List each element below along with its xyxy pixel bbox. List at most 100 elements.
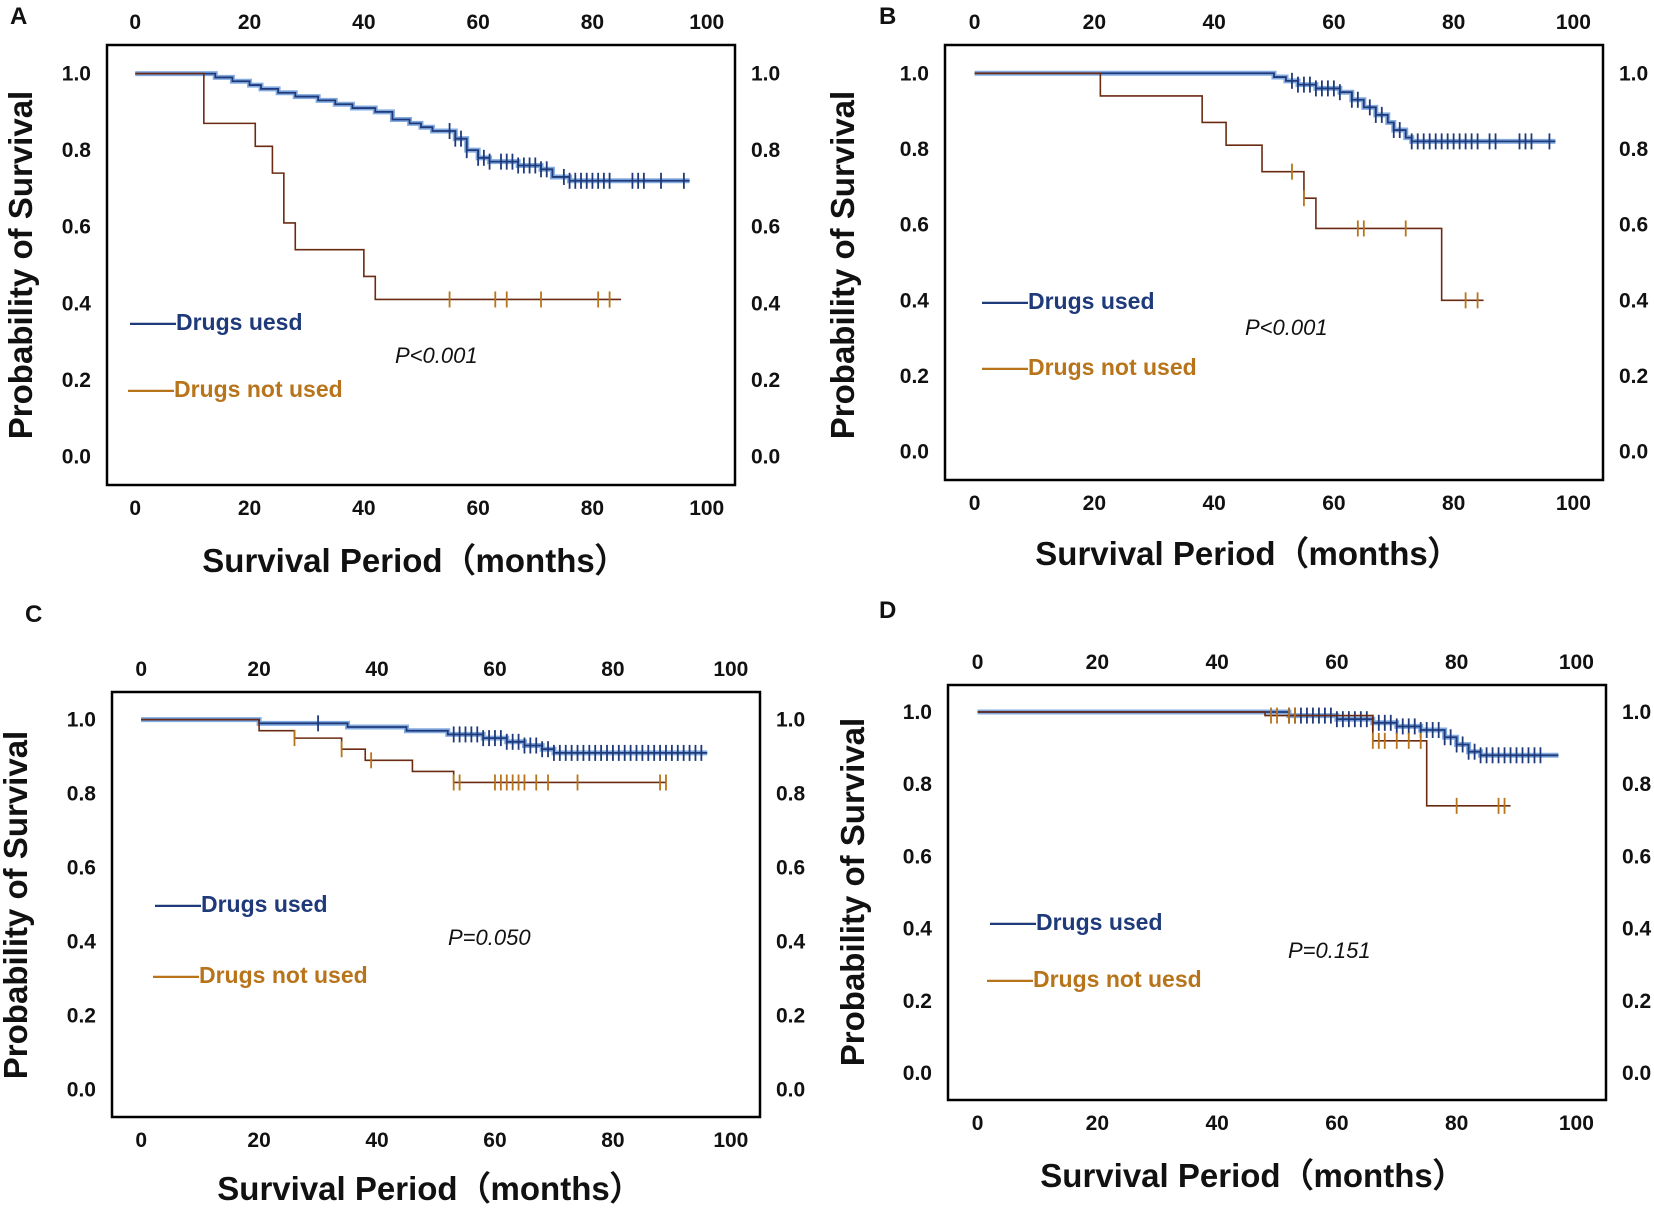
y-tick-label-left: 0.2 — [67, 1004, 96, 1027]
y-tick-label-left: 1.0 — [62, 63, 91, 86]
x-tick-label-bottom: 100 — [1559, 1112, 1594, 1135]
x-tick-label-bottom: 60 — [483, 1129, 506, 1152]
p-value: P<0.001 — [1245, 315, 1328, 340]
plot-frame — [946, 683, 1608, 1102]
x-tick-label-top: 60 — [1325, 651, 1348, 674]
km-curve — [135, 72, 622, 301]
x-tick-label-bottom: 0 — [969, 492, 981, 515]
x-tick-label-bottom: 0 — [129, 497, 141, 520]
y-tick-label-left: 0.0 — [62, 445, 91, 468]
x-tick-label-bottom: 40 — [352, 497, 375, 520]
panel-letter: B — [879, 3, 896, 30]
series-drugs-used — [135, 71, 690, 189]
y-tick-label-left: 1.0 — [67, 709, 96, 732]
x-tick-label-bottom: 100 — [713, 1129, 748, 1152]
x-tick-label-top: 20 — [1086, 651, 1109, 674]
p-value: P<0.001 — [395, 343, 478, 368]
y-tick-label-right: 0.6 — [776, 857, 805, 880]
km-curve — [141, 718, 708, 754]
y-tick-label-right: 1.0 — [776, 709, 805, 732]
y-tick-label-right: 1.0 — [1619, 62, 1648, 85]
x-tick-label-top: 80 — [1442, 11, 1465, 34]
y-tick-label-left: 0.8 — [62, 139, 92, 162]
y-tick-label-right: 1.0 — [1622, 701, 1651, 724]
panel-letter: C — [25, 601, 42, 628]
plot-frame — [105, 43, 737, 487]
y-tick-label-left: 1.0 — [900, 62, 929, 85]
x-tick-label-bottom: 20 — [247, 1129, 270, 1152]
x-tick-label-top: 40 — [365, 658, 388, 681]
y-tick-label-right: 1.0 — [751, 63, 780, 86]
x-tick-label-bottom: 60 — [1325, 1112, 1348, 1135]
legend-drugs-used: ——Drugs used — [155, 891, 328, 917]
x-tick-label-top: 20 — [1083, 11, 1106, 34]
y-tick-label-right: 0.2 — [776, 1004, 805, 1027]
km-curve — [974, 72, 1484, 302]
x-axis-title: Survival Period（months） — [1040, 1157, 1465, 1194]
y-tick-label-left: 0.8 — [900, 138, 930, 161]
y-axis-title: Probability of Survival — [2, 91, 39, 439]
y-tick-label-left: 0.2 — [900, 365, 929, 388]
x-tick-label-bottom: 60 — [466, 497, 489, 520]
x-tick-label-top: 60 — [483, 658, 506, 681]
y-tick-label-right: 0.0 — [1622, 1062, 1651, 1085]
km-curve-shadow — [977, 709, 1559, 758]
km-curve — [977, 711, 1559, 757]
x-tick-label-bottom: 0 — [135, 1129, 147, 1152]
y-tick-label-right: 0.8 — [776, 783, 806, 806]
y-tick-label-left: 0.0 — [903, 1062, 932, 1085]
x-tick-label-bottom: 100 — [1556, 492, 1591, 515]
panel-d: D 0 0 20 20 40 40 60 60 80 80 100 100 0.0 0.0 0.2 0.2 0.4… — [834, 597, 1652, 1194]
km-curve — [974, 72, 1556, 143]
y-tick-label-left: 0.6 — [67, 857, 96, 880]
legend-drugs-not-used: ——Drugs not used — [153, 962, 368, 988]
panel-c: C 0 0 20 20 40 40 60 60 80 80 100 100 0.0 0.0 0.2 0.2 0.4… — [0, 601, 806, 1207]
series-drugs-used — [974, 70, 1556, 150]
y-tick-label-right: 0.6 — [1622, 845, 1651, 868]
y-tick-label-left: 0.8 — [67, 783, 97, 806]
series-drugs-not-used — [141, 718, 667, 791]
km-curve — [135, 72, 690, 182]
y-tick-label-left: 0.0 — [67, 1078, 96, 1101]
x-tick-label-top: 0 — [969, 11, 981, 34]
x-tick-label-top: 0 — [129, 11, 141, 34]
legend-drugs-used: ——Drugs uesd — [130, 309, 303, 335]
plot-frame — [110, 690, 762, 1119]
x-tick-label-top: 100 — [1556, 11, 1591, 34]
legend-drugs-not-used: ——Drugs not uesd — [987, 966, 1202, 992]
x-tick-label-bottom: 80 — [581, 497, 604, 520]
panel-a: A 0 0 20 20 40 40 60 60 80 80 100 100 0.0 0.0 0.2 0.2 0.4… — [2, 3, 781, 579]
y-tick-label-left: 0.4 — [67, 930, 97, 953]
x-tick-label-top: 60 — [1322, 11, 1345, 34]
legend-drugs-not-used: ——Drugs not used — [128, 376, 343, 402]
y-tick-label-right: 0.4 — [1619, 289, 1649, 312]
series-drugs-not-used — [135, 72, 622, 308]
x-tick-label-top: 40 — [1202, 11, 1225, 34]
y-tick-label-right: 0.4 — [751, 292, 781, 315]
y-tick-label-left: 0.6 — [903, 845, 932, 868]
x-tick-label-bottom: 40 — [1205, 1112, 1228, 1135]
x-tick-label-top: 100 — [713, 658, 748, 681]
y-tick-label-right: 0.6 — [1619, 214, 1648, 237]
x-tick-label-bottom: 60 — [1322, 492, 1345, 515]
series-drugs-not-used — [974, 72, 1484, 309]
y-tick-label-right: 0.2 — [751, 369, 780, 392]
x-tick-label-top: 40 — [352, 11, 375, 34]
y-tick-label-left: 0.4 — [900, 289, 930, 312]
x-tick-label-bottom: 100 — [689, 497, 724, 520]
y-tick-label-right: 0.4 — [776, 930, 806, 953]
y-axis-title: Probability of Survival — [824, 91, 861, 439]
legend-drugs-used: ——Drugs used — [982, 288, 1155, 314]
y-tick-label-left: 0.2 — [62, 369, 91, 392]
km-curve-shadow — [141, 717, 708, 756]
x-tick-label-bottom: 80 — [1442, 492, 1465, 515]
y-tick-label-left: 0.8 — [903, 773, 933, 796]
plot-frame — [943, 43, 1605, 482]
y-tick-label-right: 0.0 — [751, 445, 780, 468]
y-axis-title: Probability of Survival — [834, 718, 871, 1066]
legend-drugs-used: ——Drugs used — [990, 909, 1163, 935]
y-tick-label-right: 0.2 — [1622, 990, 1651, 1013]
series-drugs-not-used — [977, 707, 1511, 814]
y-tick-label-left: 1.0 — [903, 701, 932, 724]
